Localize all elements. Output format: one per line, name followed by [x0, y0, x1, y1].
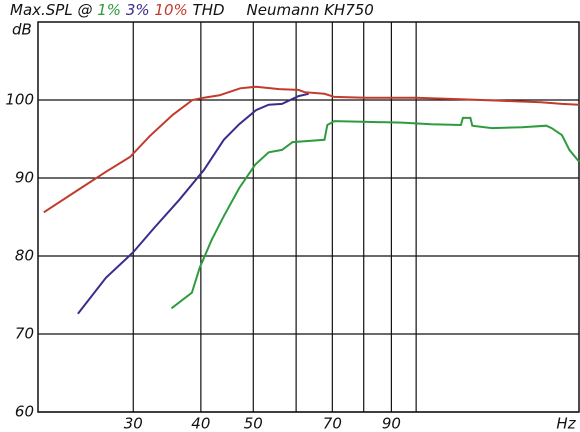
- series-line: [170, 116, 580, 310]
- title: Max.SPL @: [10, 1, 92, 19]
- x-tick-label: 40: [191, 415, 210, 432]
- x-tick-label: 50: [244, 415, 263, 432]
- y-axis-label: dB: [12, 21, 32, 39]
- y-tick-label: 100: [5, 91, 34, 109]
- x-tick-label: 70: [323, 415, 342, 432]
- subtitle: Neumann KH750: [247, 1, 374, 19]
- y-tick-label: 80: [15, 247, 34, 265]
- y-tick-label: 90: [15, 169, 34, 187]
- x-tick-label: 90: [382, 415, 401, 432]
- x-tick-label: 30: [124, 415, 143, 432]
- x-axis-label: Hz: [556, 415, 576, 432]
- legend-entry: 10%: [154, 1, 187, 19]
- series-line: [43, 85, 580, 214]
- y-tick-label: 60: [15, 403, 34, 421]
- title-suffix: THD: [193, 1, 225, 19]
- plot-frame: [37, 21, 580, 413]
- y-tick-label: 70: [15, 325, 34, 343]
- series-line: [77, 92, 309, 315]
- legend-entry: 1%: [97, 1, 121, 19]
- chart-title: Max.SPL @ 1% 3% 10% THD Neumann KH750: [10, 1, 374, 19]
- legend-entry: 3%: [126, 1, 150, 19]
